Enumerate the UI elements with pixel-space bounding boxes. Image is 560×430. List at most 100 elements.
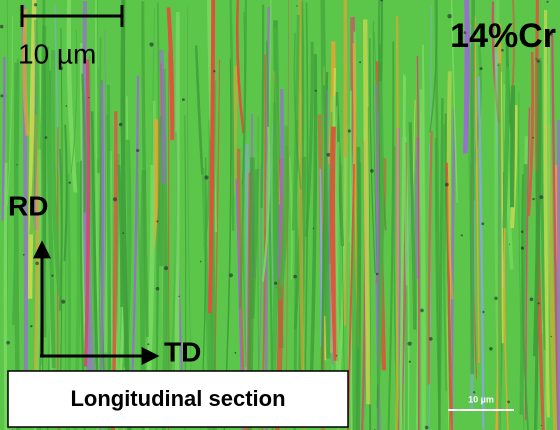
- grain-streak: [477, 76, 485, 430]
- grain-streak: [29, 19, 39, 235]
- grain-streak: [462, 0, 470, 154]
- grain-streak: [533, 170, 539, 430]
- grain-streak: [442, 124, 448, 392]
- grain-streak: [247, 157, 255, 430]
- grain-streak: [340, 165, 345, 387]
- speckle: [293, 274, 297, 279]
- speckle: [447, 14, 452, 19]
- grain-streak: [3, 162, 8, 430]
- speckle: [88, 96, 90, 99]
- grain-streak: [408, 122, 417, 330]
- speckle: [550, 335, 552, 338]
- grain-streak: [241, 12, 246, 185]
- grain-streak: [297, 148, 301, 276]
- grain-streak: [450, 0, 458, 203]
- grain-streak: [279, 145, 290, 286]
- speckle: [6, 340, 10, 345]
- grain-streak: [141, 1, 149, 338]
- grain-streak: [235, 0, 245, 134]
- grain-streak: [376, 81, 384, 385]
- grain-streak: [320, 0, 331, 359]
- grain-streak: [34, 149, 42, 430]
- grain-streak: [372, 20, 379, 289]
- grain-streak: [308, 53, 318, 420]
- grain-streak: [510, 85, 516, 208]
- grain-streak: [288, 156, 293, 280]
- grain-streak: [438, 98, 444, 430]
- grain-streak: [346, 125, 349, 430]
- grain-streak: [544, 38, 551, 430]
- speckle: [274, 281, 278, 285]
- speckle: [136, 148, 140, 153]
- speckle: [61, 299, 66, 304]
- grain-streak: [402, 74, 408, 286]
- grain-streak: [393, 145, 399, 430]
- speckle: [520, 230, 524, 234]
- grain-streak: [212, 59, 221, 430]
- grain-streak: [434, 137, 441, 430]
- speckle: [59, 66, 63, 71]
- grain-streak: [1, 56, 6, 221]
- grain-streak: [136, 154, 143, 311]
- speckle: [30, 325, 33, 328]
- grain-streak: [509, 0, 515, 125]
- annotations: 10 µm 14%Cr RD TD Longitudinal section 1…: [7, 5, 556, 428]
- speckle: [199, 260, 202, 263]
- grain-streak: [369, 38, 376, 273]
- grain-streak: [363, 19, 371, 405]
- grain-streak: [88, 55, 98, 378]
- speckle: [326, 152, 331, 157]
- speckle: [122, 232, 125, 235]
- grain-streak: [211, 80, 217, 430]
- speckle: [0, 94, 4, 98]
- grain-streak: [66, 173, 72, 430]
- grain-streak: [168, 132, 178, 396]
- speckle: [359, 61, 362, 64]
- grain-streak: [470, 0, 475, 374]
- td-label: TD: [164, 336, 201, 367]
- speckle: [213, 70, 216, 73]
- speckle: [380, 0, 383, 2]
- speckle: [204, 175, 209, 180]
- grain-streak: [261, 126, 271, 282]
- grain-streak: [201, 167, 212, 403]
- speckle: [35, 261, 39, 266]
- grain-streak: [111, 111, 118, 430]
- grain-streak: [155, 2, 160, 389]
- grain-streak: [527, 51, 535, 217]
- grain-streak: [45, 46, 56, 368]
- speckle: [537, 302, 540, 305]
- speckle: [149, 42, 154, 47]
- grain-streak: [260, 4, 265, 209]
- speckle: [472, 391, 476, 394]
- speckle: [314, 89, 317, 92]
- grain-streak: [203, 119, 212, 247]
- scale-bar: [20, 5, 124, 27]
- speckle: [494, 296, 498, 300]
- grain-streak: [250, 113, 256, 278]
- grain-streak: [355, 146, 362, 430]
- grain-streak: [109, 159, 115, 422]
- grain-streak: [416, 55, 420, 430]
- grain-streak: [184, 115, 187, 430]
- grain-streak: [98, 82, 105, 430]
- grain-streak: [472, 45, 482, 167]
- speckle: [529, 297, 534, 302]
- speckle: [347, 129, 351, 133]
- speckle: [497, 64, 499, 66]
- speckle: [501, 48, 504, 52]
- speckle: [460, 234, 463, 237]
- grain-streak: [502, 67, 510, 229]
- speckle: [536, 59, 540, 63]
- grain-streak: [304, 41, 314, 237]
- grain-streak: [497, 63, 502, 430]
- speckle: [112, 197, 118, 202]
- grain-streak: [81, 73, 87, 213]
- speckle: [312, 227, 315, 230]
- grain-streak: [208, 0, 215, 314]
- grain-streak: [543, 10, 550, 418]
- section-label: Longitudinal section: [70, 386, 285, 411]
- grain-streak: [387, 41, 395, 430]
